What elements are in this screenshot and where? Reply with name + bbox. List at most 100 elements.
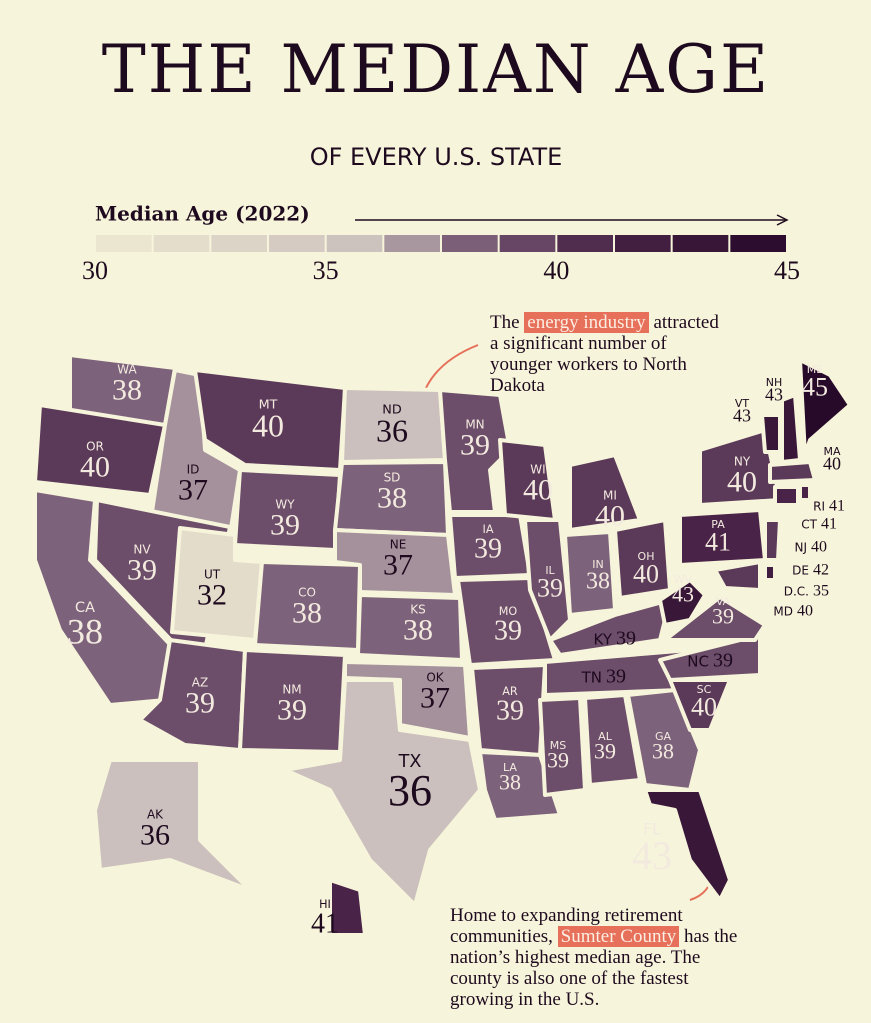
state: [563, 530, 617, 617]
state: [523, 518, 572, 642]
legend-tick-label: 35: [313, 256, 339, 285]
state: [356, 593, 464, 662]
state-name: CO: [298, 586, 316, 600]
state-value: 36: [140, 818, 170, 851]
state-value: 37: [178, 473, 208, 506]
state: [333, 528, 457, 597]
state-name: NY: [734, 455, 751, 469]
state-value: 40: [823, 454, 841, 474]
state-name: SC: [697, 683, 712, 696]
annotation-text: The: [490, 312, 525, 333]
state-name: ND: [382, 403, 402, 418]
state: [283, 678, 482, 907]
state-value: 32: [197, 578, 227, 611]
state: [568, 453, 642, 532]
legend-arrowhead: [776, 214, 789, 226]
state-value: 39: [185, 686, 215, 719]
annotation: The energy industry attracted a signific…: [490, 312, 725, 396]
state-value: 40: [80, 450, 110, 483]
state-value: 38: [377, 481, 407, 514]
state-name: MN: [465, 418, 484, 432]
state-value: 38: [112, 373, 142, 406]
state-value: 39: [277, 693, 307, 726]
legend-swatch: [499, 235, 556, 252]
state: [763, 563, 777, 582]
state: [93, 758, 252, 892]
state: [643, 788, 732, 902]
state-name: NM: [282, 683, 301, 697]
state-name: AR: [502, 685, 518, 698]
state: [438, 388, 512, 514]
state-name: IL: [545, 564, 555, 577]
state-name: TX: [398, 752, 422, 772]
state-value: 39: [713, 650, 733, 672]
state-value: 39: [537, 573, 563, 602]
state-value: 38: [499, 770, 521, 795]
annotation-highlight: Sumter County: [557, 926, 680, 947]
state: [538, 696, 587, 797]
state-value: 39: [616, 628, 636, 650]
state-value: 40: [797, 603, 813, 620]
state: [773, 485, 800, 507]
state: [658, 633, 762, 682]
legend-tick-label: 40: [543, 256, 569, 285]
state-value: 39: [474, 533, 502, 564]
state-value: 39: [547, 748, 569, 773]
state-value: 40: [252, 407, 284, 443]
state: [713, 560, 762, 592]
state-name: PA: [711, 518, 725, 531]
state-name: IN: [592, 558, 603, 571]
legend-tick-label: 45: [774, 256, 800, 285]
state-name: D.C.: [784, 585, 809, 599]
state-value: 39: [460, 428, 490, 461]
state-name: TN: [581, 669, 602, 687]
state-value: 40: [727, 465, 757, 498]
state-value: 38: [67, 611, 103, 651]
state-value: 40: [811, 539, 827, 556]
state-name: MO: [499, 605, 518, 618]
state-value: 37: [383, 548, 413, 581]
state-name: HI: [319, 898, 331, 911]
legend-swatch: [326, 235, 383, 252]
state-name: OH: [638, 550, 655, 563]
state-name: KY: [594, 631, 613, 649]
state-value: 41: [311, 908, 339, 939]
state-name: NH: [766, 376, 783, 389]
state-value: 41: [821, 516, 837, 533]
state-value: 36: [376, 412, 408, 448]
state-value: 39: [712, 604, 734, 629]
legend-swatch: [211, 235, 267, 252]
state: [798, 483, 812, 502]
state-value: 40: [633, 559, 659, 588]
state-name: MI: [603, 489, 617, 503]
state-name: MT: [259, 398, 278, 413]
state-name: IA: [483, 523, 494, 536]
state: [193, 368, 347, 472]
state-name: UT: [204, 568, 221, 582]
state-name: MD: [773, 605, 793, 619]
legend-swatch: [672, 235, 729, 252]
state-value: 39: [127, 553, 157, 586]
legend-swatch: [557, 235, 613, 252]
state-value: 43: [733, 406, 751, 426]
state-name: CA: [75, 600, 95, 616]
state-value: 38: [403, 613, 433, 646]
state-name: NV: [133, 543, 151, 557]
state-value: 43: [632, 833, 672, 878]
annotation-text: Home to expanding retirement communities…: [450, 905, 683, 947]
state: [763, 518, 782, 562]
state-value: 43: [672, 582, 694, 607]
state-value: 41: [829, 498, 845, 515]
state-value: 39: [594, 739, 616, 764]
state-value: 45: [802, 372, 828, 401]
subtitle: OF EVERY U.S. STATE: [310, 143, 563, 171]
state-value: 38: [586, 569, 610, 595]
state-name: MS: [550, 739, 566, 752]
state-name: RI: [813, 500, 825, 514]
state-name: VA: [716, 595, 731, 608]
state-name: WV: [674, 573, 693, 586]
annotation-text: has the nation’s highest median age. The…: [450, 926, 738, 1010]
state-name: WY: [275, 498, 295, 512]
